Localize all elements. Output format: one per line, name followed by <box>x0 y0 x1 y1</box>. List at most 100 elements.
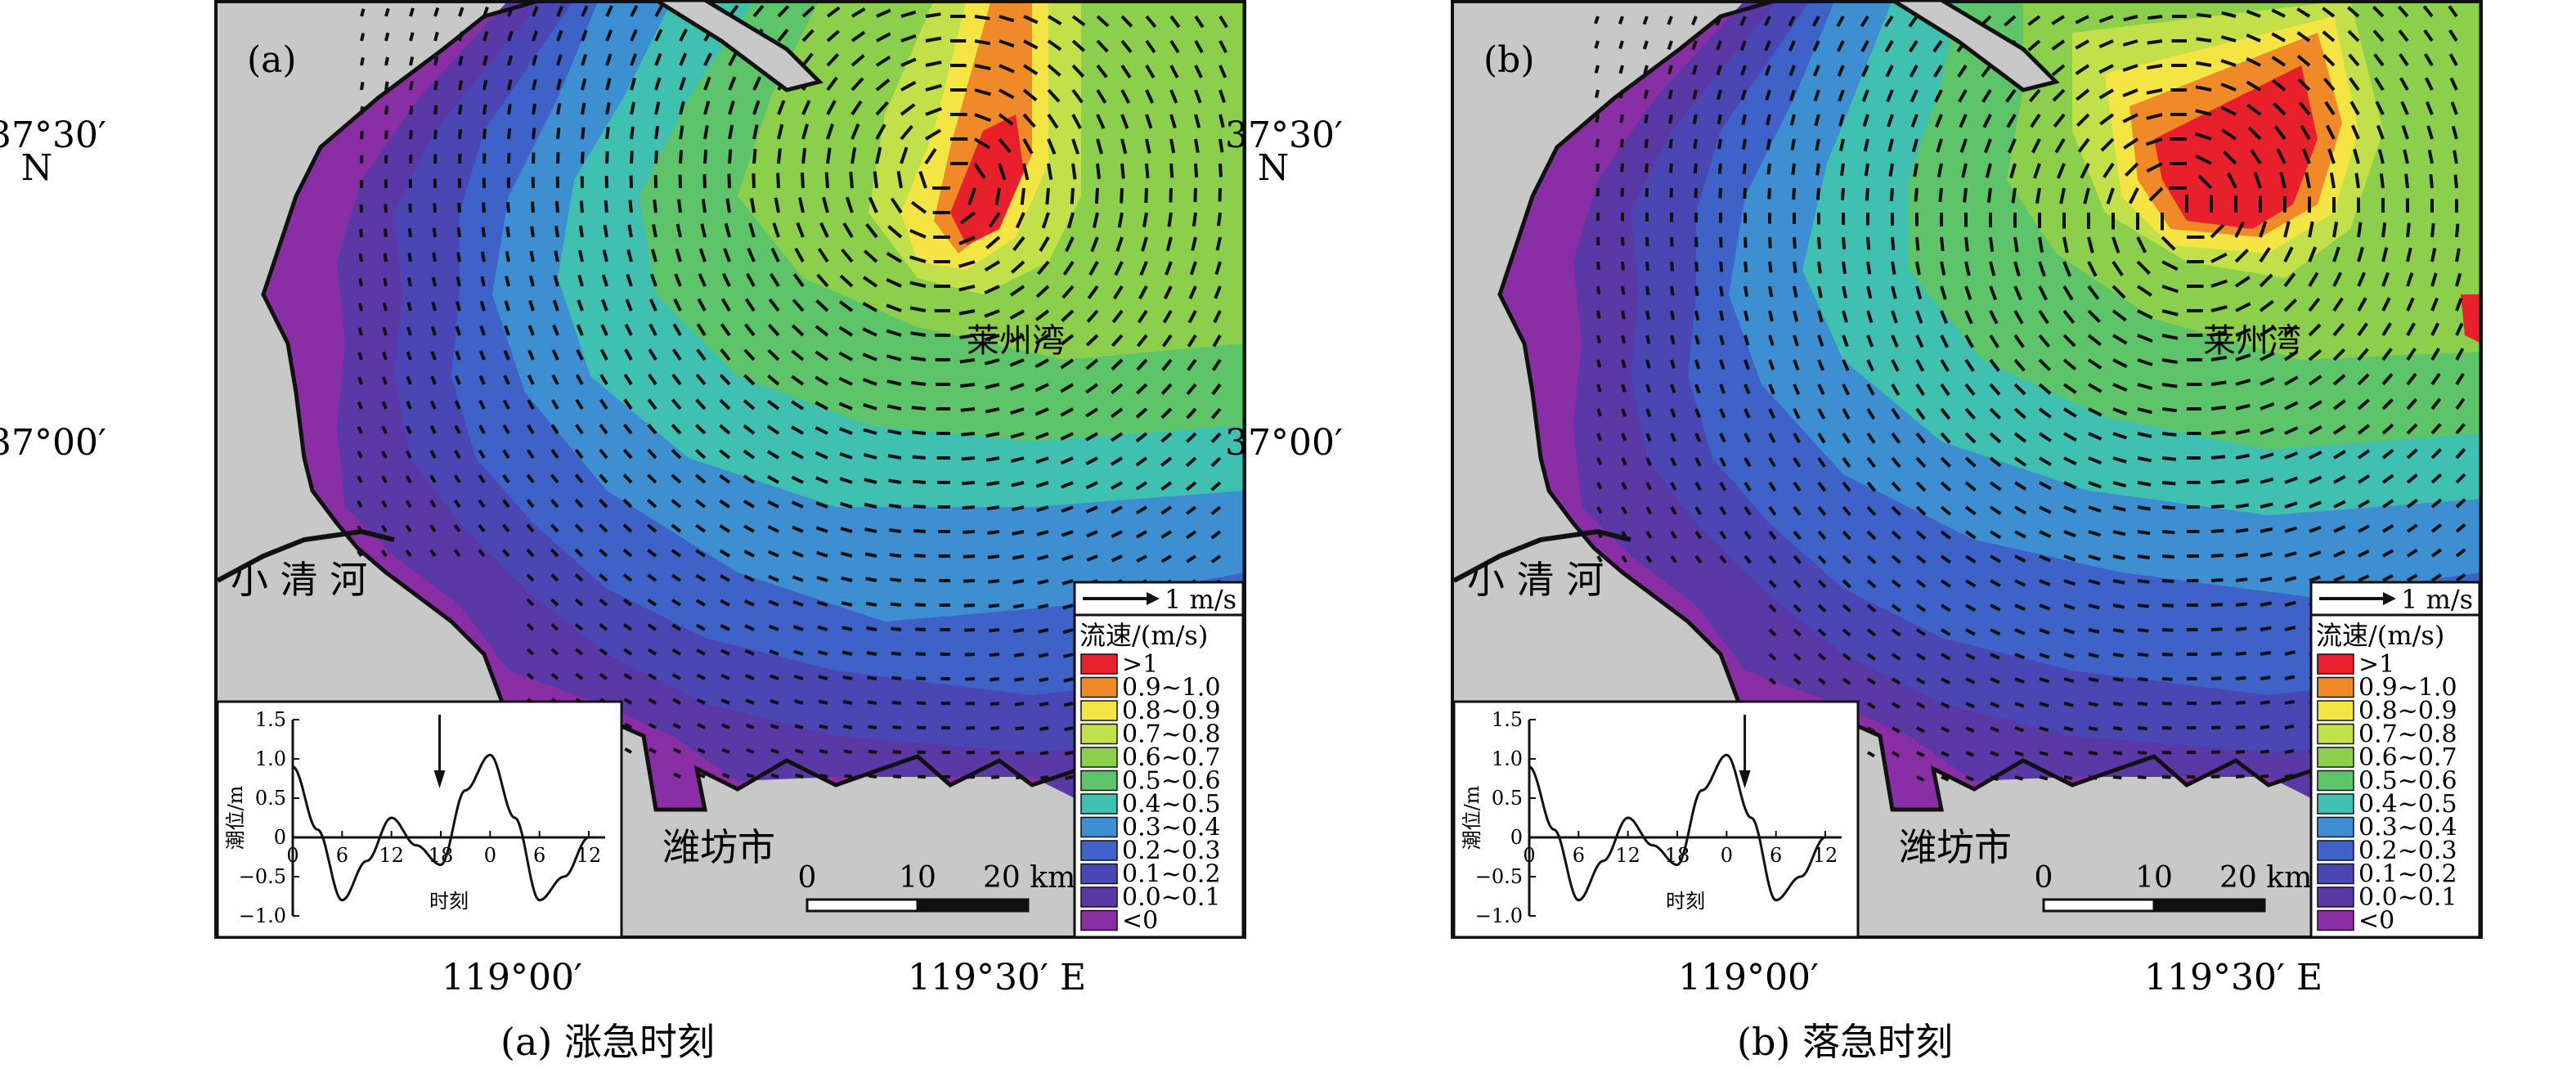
panel-label: (b) <box>1483 39 1535 81</box>
legend-item-label: 0.7~0.8 <box>1122 720 1221 749</box>
legend-swatch <box>2317 723 2354 745</box>
panel-caption: (b) 落急时刻 <box>1737 1020 1953 1064</box>
lat-label-37-00: 37°00′ <box>1225 422 1343 464</box>
zone-gt-1-east <box>2461 294 2480 343</box>
legend-item-label: 0.8~0.9 <box>1122 697 1221 725</box>
legend-item-label: 0.6~0.7 <box>2358 743 2457 772</box>
tide-ytick-label: 0.5 <box>255 787 286 810</box>
legend-swatch <box>1080 700 1118 721</box>
tide-ytick-label: −0.5 <box>239 865 286 888</box>
legend: 1 m/s 流速/(m/s)>10.9~1.00.8~0.90.7~0.80.6~… <box>1073 581 1245 939</box>
lat-label-n: N <box>1257 147 1290 189</box>
legend-swatch <box>1080 747 1118 768</box>
tide-ytick-label: 1.5 <box>1492 708 1523 731</box>
legend-item-label: 0.3~0.4 <box>2358 814 2457 842</box>
legend-swatch <box>1080 909 1118 931</box>
tide-ytick-label: 0.5 <box>1492 787 1523 810</box>
legend-item-label: 0.1~0.2 <box>2358 860 2457 889</box>
tide-ylabel: 潮位/m <box>1461 785 1483 850</box>
bay-label: 莱州湾 <box>2203 322 2301 360</box>
scale-bar-label: 20 km <box>2219 861 2312 895</box>
legend-swatch <box>2317 793 2354 814</box>
legend-item-label: 0.9~1.0 <box>1122 674 1221 702</box>
tide-xlabel: 时刻 <box>1666 890 1705 913</box>
tide-ytick-label: −0.5 <box>1475 865 1523 888</box>
legend: 1 m/s 流速/(m/s)>10.9~1.00.8~0.90.7~0.80.6~… <box>2309 581 2481 939</box>
river-mouth-spit <box>652 0 824 92</box>
tide-xtick-label: 12 <box>1615 844 1640 867</box>
legend-swatch <box>2317 816 2354 838</box>
legend-item-label: 0.2~0.3 <box>2358 837 2457 865</box>
legend-item-label: 0.8~0.9 <box>2358 697 2457 725</box>
scale-bar-label: 0 <box>798 861 817 895</box>
legend-item-label: 0.4~0.5 <box>1122 790 1221 819</box>
legend-swatch <box>1080 816 1118 838</box>
city-label: 潍坊市 <box>662 825 775 869</box>
legend-item-label: 0.1~0.2 <box>1122 860 1221 889</box>
legend-swatch <box>2317 676 2354 698</box>
legend-swatch <box>1080 886 1118 908</box>
lat-label-n: N <box>20 147 53 189</box>
legend-swatch <box>2317 840 2354 861</box>
lon-label-119-00: 119°00′ <box>1678 957 1819 998</box>
lat-label-37-30: 37°30′ <box>0 114 106 156</box>
tide-curve <box>292 753 590 902</box>
city-label: 潍坊市 <box>1899 825 2012 869</box>
tide-ytick-label: 1.0 <box>1492 747 1523 770</box>
tide-ylabel: 潮位/m <box>224 785 247 850</box>
lon-label-119-30: 119°30′ E <box>2144 957 2323 998</box>
xiaoqing-river <box>216 528 395 583</box>
velocity-vectors <box>1594 5 2466 782</box>
legend-title: 流速/(m/s) <box>2316 620 2444 651</box>
tide-ytick-label: 0 <box>1510 826 1523 849</box>
scale-bar-label: 0 <box>2035 861 2053 895</box>
legend-swatch <box>2317 770 2354 792</box>
tide-xtick-label: 6 <box>533 844 545 867</box>
tide-xtick-label: 0 <box>1721 844 1733 867</box>
tide-ytick-label: 0 <box>274 826 286 849</box>
legend-swatch <box>1080 723 1118 745</box>
legend-swatch <box>2317 653 2354 675</box>
scale-bar: 0 10 20 km <box>2035 861 2312 913</box>
tide-xtick-label: 6 <box>1573 844 1585 867</box>
panel-label: (a) <box>247 39 297 81</box>
legend-item-label: 0.2~0.3 <box>1122 837 1221 865</box>
legend-swatch <box>2317 886 2354 908</box>
legend-swatch <box>2317 863 2354 885</box>
tide-xlabel: 时刻 <box>429 890 469 913</box>
scale-bar-label: 20 km <box>983 861 1075 895</box>
tide-ytick-label: −1.0 <box>1475 904 1523 927</box>
tide-xtick-label: 0 <box>286 844 298 867</box>
velocity-vectors <box>357 4 1228 781</box>
panel-caption: (a) 涨急时刻 <box>500 1020 715 1064</box>
river-mouth-spit <box>1888 0 2060 92</box>
lon-label-119-00: 119°00′ <box>442 957 582 998</box>
legend-swatch <box>1080 770 1118 792</box>
legend-item-label: <0 <box>1122 907 1158 936</box>
scale-bar-label: 10 <box>899 861 936 895</box>
legend-item-label: 0.3~0.4 <box>1122 814 1221 842</box>
tide-xtick-label: 0 <box>484 844 496 867</box>
legend-swatch <box>1080 676 1118 698</box>
legend-swatch <box>1080 840 1118 861</box>
legend-swatch <box>2317 909 2354 931</box>
legend-item-label: 0.4~0.5 <box>2358 790 2457 819</box>
legend-item-label: 0.0~0.1 <box>2358 883 2457 912</box>
vector-scale-label: 1 m/s <box>1165 584 1236 615</box>
legend-swatch <box>2317 700 2354 721</box>
vector-scale-label: 1 m/s <box>2401 584 2473 615</box>
legend-item-label: 0.7~0.8 <box>2358 720 2457 749</box>
tide-xtick-label: 0 <box>1523 844 1535 867</box>
legend-item-label: >1 <box>1122 650 1158 679</box>
legend-item-label: 0.9~1.0 <box>2358 674 2457 702</box>
legend-item-label: >1 <box>2358 650 2394 679</box>
panel-a: 37°30′ N 37°00′ 小 清 河莱州湾 潍坊市 (a) 0 10 20 km 1 … <box>0 0 1246 1068</box>
tide-xtick-label: 12 <box>379 844 404 867</box>
river-label: 小 清 河 <box>1467 558 1604 602</box>
legend-item-label: <0 <box>2358 907 2394 936</box>
xiaoqing-river <box>1452 528 1631 583</box>
legend-swatch <box>1080 863 1118 885</box>
